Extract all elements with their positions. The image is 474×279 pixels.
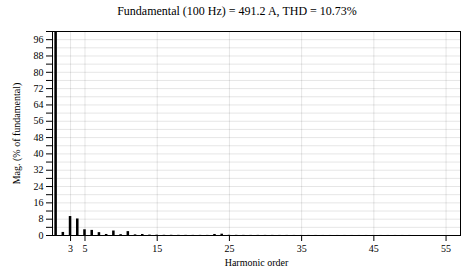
svg-text:32: 32 (34, 164, 44, 175)
svg-text:16: 16 (34, 197, 44, 208)
svg-text:24: 24 (34, 181, 44, 192)
svg-text:72: 72 (34, 83, 44, 94)
svg-text:0: 0 (39, 230, 44, 241)
svg-text:3: 3 (68, 243, 73, 254)
svg-text:Harmonic order: Harmonic order (225, 257, 289, 268)
svg-text:96: 96 (34, 34, 44, 45)
svg-text:Mag. (% of fundamental): Mag. (% of fundamental) (11, 83, 23, 185)
svg-text:48: 48 (34, 132, 44, 143)
html-text:Fundamental (100 Hz) = 491.2 A: Fundamental (100 Hz) = 491.2 A, THD = 10… (117, 4, 357, 18)
svg-text:80: 80 (34, 67, 44, 78)
svg-text:40: 40 (34, 148, 44, 159)
svg-text:64: 64 (34, 99, 44, 110)
svg-text:8: 8 (39, 213, 44, 224)
svg-text:88: 88 (34, 50, 44, 61)
svg-text:35: 35 (297, 243, 307, 254)
svg-text:45: 45 (369, 243, 379, 254)
svg-text:5: 5 (82, 243, 87, 254)
svg-text:25: 25 (224, 243, 234, 254)
svg-text:15: 15 (152, 243, 162, 254)
svg-text:55: 55 (441, 243, 451, 254)
svg-text:56: 56 (34, 115, 44, 126)
